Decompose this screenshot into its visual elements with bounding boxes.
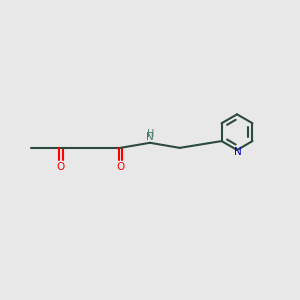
Text: H: H xyxy=(147,128,155,139)
Text: O: O xyxy=(116,162,124,172)
Text: N: N xyxy=(234,147,242,157)
Text: N: N xyxy=(146,132,154,142)
Text: O: O xyxy=(57,162,65,172)
